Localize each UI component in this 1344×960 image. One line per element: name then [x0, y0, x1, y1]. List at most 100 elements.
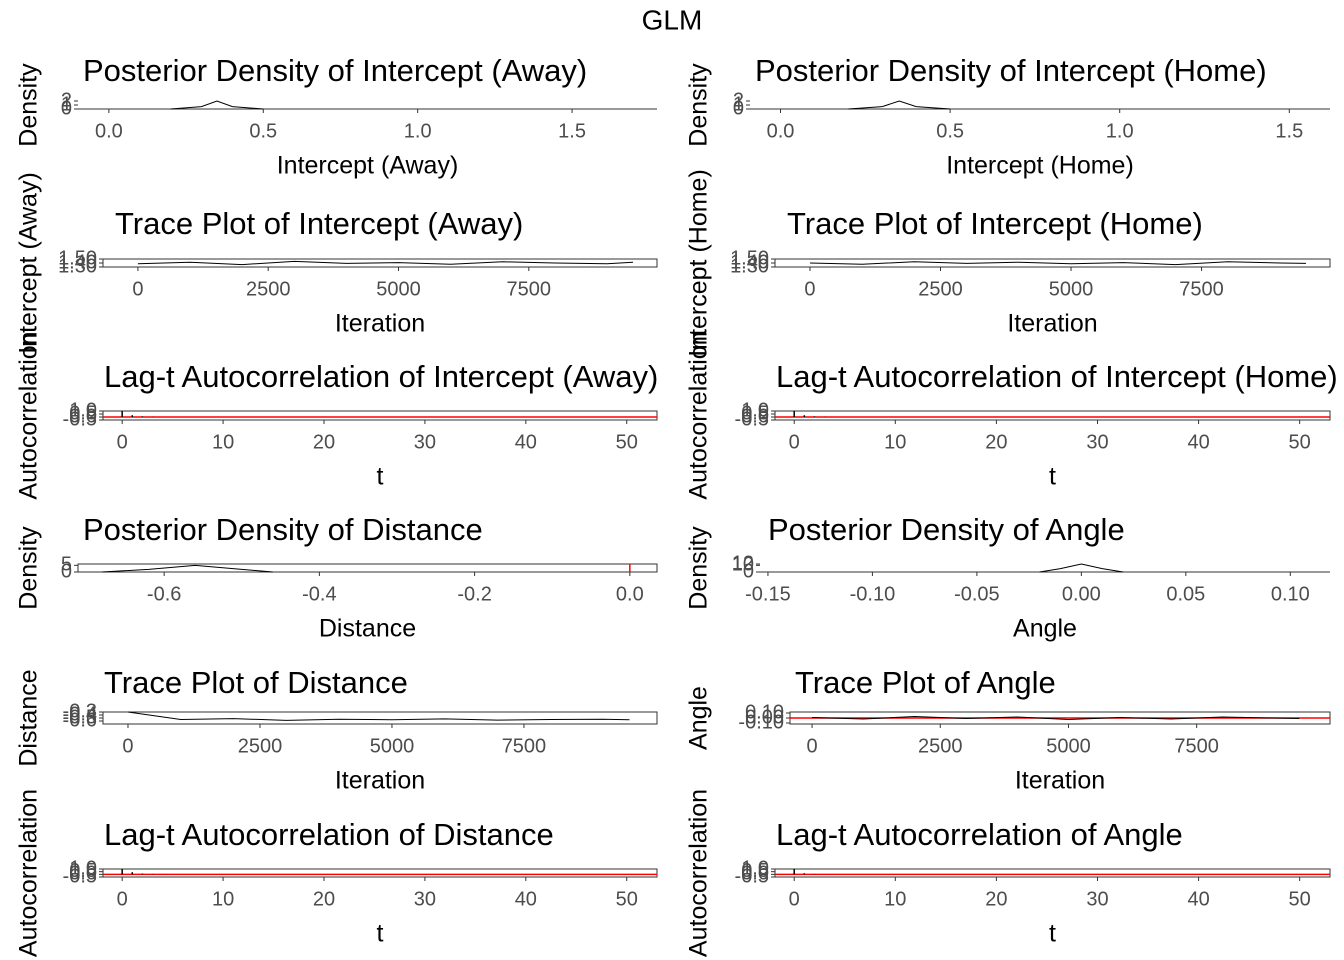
y-axis-label: Distance: [15, 669, 43, 766]
panel-title: Trace Plot of Intercept (Home): [787, 206, 1203, 241]
x-tick-label: 0: [117, 888, 128, 910]
data-line: [170, 100, 264, 110]
x-tick-label: -0.05: [954, 583, 1000, 605]
x-tick-label: 1.5: [1275, 120, 1303, 142]
panel-title: Trace Plot of Distance: [104, 665, 408, 700]
y-axis-label: Autocorrelation: [15, 789, 43, 957]
y-axis-label: Density: [15, 63, 43, 147]
x-tick-label: -0.15: [745, 583, 791, 605]
y-tick-label: 1.40: [58, 251, 97, 273]
y-tick-label: 0.5: [741, 402, 769, 424]
data-line: [127, 711, 630, 721]
x-tick-label: 20: [313, 431, 335, 453]
panel-frame: [102, 711, 658, 725]
y-tick-label: 0: [743, 560, 754, 582]
y-tick-label: 1.0: [69, 857, 97, 879]
x-tick-label: 5000: [1049, 278, 1094, 300]
panel-title: Lag-t Autocorrelation of Intercept (Away…: [104, 359, 658, 394]
x-tick-label: 7500: [507, 278, 552, 300]
x-tick-label: 0: [789, 431, 800, 453]
data-line: [102, 564, 273, 573]
y-tick-label: 0.5: [741, 860, 769, 882]
x-tick-label: 2500: [238, 735, 283, 757]
x-tick-label: 10: [884, 431, 906, 453]
y-tick-label: -0.6: [63, 709, 97, 731]
x-axis-label: Intercept (Away): [277, 152, 459, 180]
x-tick-label: -0.2: [457, 583, 491, 605]
panel-title: Posterior Density of Intercept (Away): [83, 53, 587, 88]
y-tick-label: 0.5: [69, 860, 97, 882]
y-tick-label: 1.0: [69, 399, 97, 421]
x-tick-label: 7500: [502, 735, 547, 757]
data-line: [137, 260, 634, 266]
x-axis-label: t: [377, 920, 384, 948]
data-line: [809, 261, 1306, 266]
x-tick-label: 0: [132, 278, 143, 300]
x-tick-label: 40: [515, 888, 537, 910]
x-tick-label: 50: [1289, 431, 1311, 453]
y-tick-label: 0.0: [741, 863, 769, 885]
panel-title: Trace Plot of Angle: [795, 665, 1056, 700]
x-tick-label: 2500: [918, 278, 963, 300]
page-title: GLM: [642, 4, 703, 35]
data-line: [812, 715, 1300, 721]
y-tick-label: -0.10: [738, 711, 784, 733]
panel-frame: [102, 868, 658, 878]
y-tick-label: 1.50: [58, 247, 97, 269]
y-tick-label: 10: [732, 554, 754, 576]
x-tick-label: 50: [616, 888, 638, 910]
y-tick-label: -0.5: [63, 706, 97, 728]
right-column: Posterior Density of Intercept (Home) Int…: [685, 53, 1338, 957]
x-tick-label: 20: [985, 431, 1007, 453]
x-tick-label: 30: [1086, 888, 1108, 910]
panel-title: Lag-t Autocorrelation of Angle: [776, 817, 1183, 852]
y-tick-label: 1.30: [730, 255, 769, 277]
y-axis-label: Autocorrelation: [15, 331, 43, 499]
y-tick-label: -0.4: [63, 703, 97, 725]
x-tick-label: 10: [884, 888, 906, 910]
x-tick-label: 20: [313, 888, 335, 910]
x-tick-label: 1.5: [558, 120, 586, 142]
x-tick-label: 7500: [1174, 735, 1219, 757]
x-tick-label: 5000: [1046, 735, 1091, 757]
x-tick-label: 10: [212, 431, 234, 453]
panel-frame: [774, 868, 1331, 878]
x-tick-label: 1.0: [404, 120, 432, 142]
panel-title: Posterior Density of Intercept (Home): [755, 53, 1267, 88]
y-tick-label: 2: [61, 89, 72, 111]
x-tick-label: -0.4: [302, 583, 336, 605]
y-axis-label: Intercept (Away): [15, 172, 43, 354]
y-tick-label: 0.10: [745, 701, 784, 723]
x-axis-label: Intercept (Home): [946, 152, 1134, 180]
y-tick-label: -0.5: [63, 408, 97, 430]
y-tick-label: 0.0: [741, 405, 769, 427]
x-tick-label: 30: [1086, 431, 1108, 453]
x-tick-label: 50: [616, 431, 638, 453]
data-line: [848, 100, 951, 110]
y-tick-label: 1.0: [741, 857, 769, 879]
x-tick-label: 20: [985, 888, 1007, 910]
panel-title: Lag-t Autocorrelation of Distance: [104, 817, 554, 852]
x-tick-label: 50: [1289, 888, 1311, 910]
x-axis-label: Angle: [1013, 615, 1077, 643]
panel-title: Trace Plot of Intercept (Away): [115, 206, 523, 241]
y-tick-label: -0.5: [735, 865, 769, 887]
panel-title: Posterior Density of Distance: [83, 512, 483, 547]
x-tick-label: 7500: [1179, 278, 1224, 300]
x-tick-label: 30: [414, 431, 436, 453]
x-tick-label: 0.05: [1166, 583, 1205, 605]
panel-frame: [102, 410, 658, 421]
y-tick-label: 0.0: [69, 863, 97, 885]
y-tick-label: 5: [61, 554, 72, 576]
x-axis-label: t: [1049, 920, 1056, 948]
x-tick-label: 0.5: [936, 120, 964, 142]
y-tick-label: 1.50: [730, 247, 769, 269]
data-line: [1039, 563, 1124, 573]
x-tick-label: 5000: [376, 278, 421, 300]
y-tick-label: -0.3: [63, 700, 97, 722]
x-tick-label: 0.0: [616, 583, 644, 605]
y-tick-label: 1.0: [741, 399, 769, 421]
y-tick-label: 0.5: [69, 402, 97, 424]
